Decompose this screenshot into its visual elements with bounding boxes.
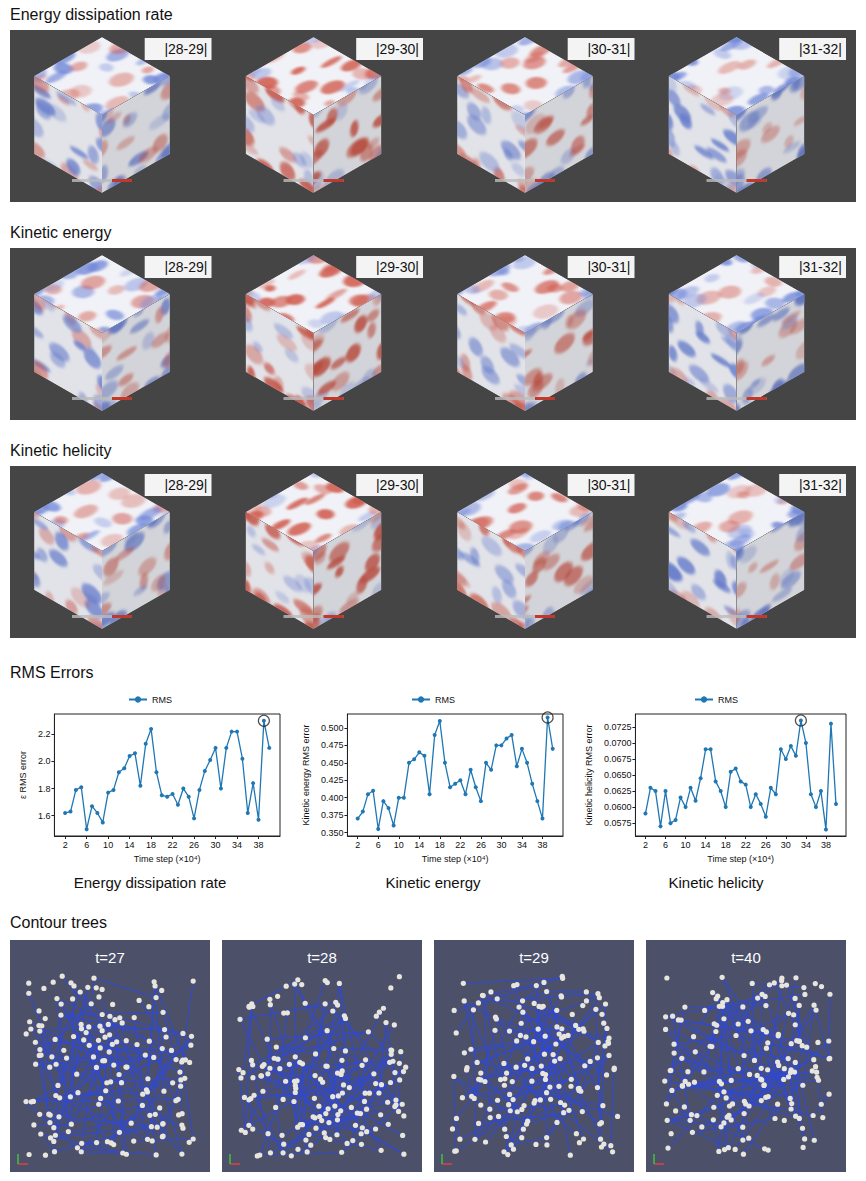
svg-text:1.8: 1.8 [38, 784, 51, 794]
svg-text:t=40: t=40 [731, 949, 761, 966]
svg-text:1.6: 1.6 [38, 811, 51, 821]
html-text:RMS Errors: RMS Errors [10, 664, 94, 681]
svg-text:34: 34 [232, 840, 242, 850]
html-text:Energy dissipation rate: Energy dissipation rate [73, 874, 227, 891]
svg-text:|28-29|: |28-29| [164, 259, 207, 275]
svg-text:0.350: 0.350 [321, 828, 344, 838]
svg-text:10: 10 [681, 840, 691, 850]
svg-text:t=28: t=28 [307, 949, 337, 966]
svg-text:14: 14 [701, 840, 711, 850]
svg-text:2: 2 [643, 840, 648, 850]
svg-text:2.0: 2.0 [38, 756, 51, 766]
svg-text:0.450: 0.450 [321, 758, 344, 768]
svg-text:30: 30 [781, 840, 791, 850]
svg-text:10: 10 [103, 840, 113, 850]
svg-text:|30-31|: |30-31| [587, 259, 630, 275]
svg-text:14: 14 [414, 840, 424, 850]
svg-text:2.2: 2.2 [38, 729, 51, 739]
svg-text:|28-29|: |28-29| [164, 41, 207, 57]
svg-text:0.0600: 0.0600 [604, 802, 632, 812]
svg-text:0.500: 0.500 [321, 723, 344, 733]
svg-text:ε RMS error: ε RMS error [18, 751, 28, 799]
svg-text:|30-31|: |30-31| [587, 41, 630, 57]
svg-text:38: 38 [254, 840, 264, 850]
svg-text:0.0650: 0.0650 [604, 770, 632, 780]
svg-text:34: 34 [517, 840, 527, 850]
svg-text:38: 38 [537, 840, 547, 850]
svg-text:14: 14 [125, 840, 135, 850]
svg-text:0.0675: 0.0675 [604, 754, 632, 764]
svg-text:RMS: RMS [435, 695, 455, 705]
svg-text:6: 6 [376, 840, 381, 850]
html-text:Energy dissipation rate: Energy dissipation rate [10, 6, 173, 23]
svg-text:2: 2 [63, 840, 68, 850]
svg-text:22: 22 [455, 840, 465, 850]
svg-text:t=27: t=27 [95, 949, 125, 966]
svg-text:18: 18 [146, 840, 156, 850]
svg-text:Time step (×10⁴): Time step (×10⁴) [707, 854, 774, 864]
svg-text:|28-29|: |28-29| [164, 477, 207, 493]
svg-text:18: 18 [435, 840, 445, 850]
svg-text:|29-30|: |29-30| [376, 259, 419, 275]
svg-text:30: 30 [211, 840, 221, 850]
svg-text:0.400: 0.400 [321, 793, 344, 803]
html-text:Kinetic energy: Kinetic energy [385, 874, 481, 891]
svg-text:|31-32|: |31-32| [799, 477, 842, 493]
svg-text:RMS: RMS [718, 695, 738, 705]
html-text:Kinetic energy: Kinetic energy [10, 224, 112, 241]
svg-text:0.475: 0.475 [321, 740, 344, 750]
svg-text:0.0575: 0.0575 [604, 818, 632, 828]
svg-text:34: 34 [801, 840, 811, 850]
svg-text:0.375: 0.375 [321, 810, 344, 820]
svg-text:|30-31|: |30-31| [587, 477, 630, 493]
html-text:Kinetic helicity: Kinetic helicity [668, 874, 764, 891]
svg-text:22: 22 [741, 840, 751, 850]
svg-text:t=29: t=29 [519, 949, 549, 966]
svg-text:RMS: RMS [152, 695, 172, 705]
svg-text:|29-30|: |29-30| [376, 41, 419, 57]
svg-text:26: 26 [476, 840, 486, 850]
html-text:Kinetic helicity: Kinetic helicity [10, 442, 112, 459]
svg-text:2: 2 [355, 840, 360, 850]
svg-text:0.0625: 0.0625 [604, 786, 632, 796]
svg-text:Kinetic helicity RMS error: Kinetic helicity RMS error [584, 724, 594, 825]
svg-text:|29-30|: |29-30| [376, 477, 419, 493]
svg-text:|31-32|: |31-32| [799, 259, 842, 275]
svg-text:Time step (×10⁴): Time step (×10⁴) [134, 854, 201, 864]
svg-text:30: 30 [496, 840, 506, 850]
svg-text:|31-32|: |31-32| [799, 41, 842, 57]
svg-text:10: 10 [394, 840, 404, 850]
svg-text:0.425: 0.425 [321, 775, 344, 785]
svg-text:Time step (×10⁴): Time step (×10⁴) [422, 854, 489, 864]
svg-text:26: 26 [761, 840, 771, 850]
svg-text:0.0725: 0.0725 [604, 722, 632, 732]
svg-text:0.0700: 0.0700 [604, 738, 632, 748]
svg-text:Kinetic energy RMS error: Kinetic energy RMS error [301, 724, 311, 825]
svg-text:22: 22 [168, 840, 178, 850]
svg-text:6: 6 [84, 840, 89, 850]
svg-text:6: 6 [663, 840, 668, 850]
svg-text:18: 18 [721, 840, 731, 850]
svg-text:38: 38 [821, 840, 831, 850]
html-text:Contour trees: Contour trees [10, 914, 107, 931]
svg-text:26: 26 [189, 840, 199, 850]
